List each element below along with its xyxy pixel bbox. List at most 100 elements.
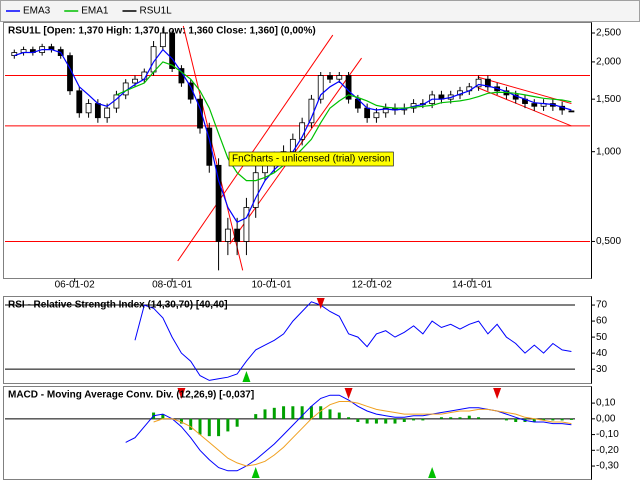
y-tick-label: 40	[596, 348, 608, 359]
candle-body	[215, 164, 222, 242]
candle-body	[336, 75, 343, 80]
series-line	[134, 301, 572, 381]
plot-area	[5, 301, 575, 381]
candle-body	[327, 75, 333, 80]
panel-title: RSI - Relative Strength Index (14,30,70)…	[8, 300, 228, 311]
histogram-bar	[300, 406, 304, 419]
histogram-bar	[412, 418, 416, 421]
y-tick-label: 0,00	[596, 413, 616, 424]
candle-body	[243, 207, 250, 242]
candle-body	[345, 75, 352, 100]
histogram-bar	[235, 418, 239, 427]
plot-area	[5, 394, 575, 472]
histogram-bar	[467, 415, 471, 419]
y-tick-label: -0,10	[596, 429, 619, 440]
trend-line	[177, 34, 334, 262]
histogram-bar	[272, 407, 276, 419]
histogram-bar	[189, 418, 193, 430]
histogram-bar	[449, 417, 453, 419]
sell-signal	[177, 388, 186, 399]
trend-line	[182, 25, 244, 271]
sell-signal	[344, 388, 353, 399]
histogram-bar	[458, 417, 462, 419]
candle-body	[159, 32, 166, 48]
legend-label: EMA1	[81, 6, 109, 17]
legend-label: EMA3	[23, 6, 51, 17]
legend-label: RSU1L	[139, 6, 172, 17]
x-tick-label: 06-01-02	[55, 280, 95, 291]
histogram-bar	[384, 418, 388, 424]
panel-title: RSU1L [Open: 1,370 High: 1,370 Low: 1,36…	[8, 26, 316, 37]
histogram-bar	[365, 418, 369, 424]
y-tick-label: 1,000	[596, 146, 621, 157]
histogram-bar	[254, 414, 258, 419]
candle-body	[252, 172, 259, 208]
series-line	[153, 401, 572, 467]
y-tick-label: 50	[596, 332, 608, 343]
histogram-bar	[356, 418, 360, 422]
candle-body	[11, 52, 18, 56]
histogram-bar	[439, 417, 443, 419]
y-tick-label: 2,500	[596, 28, 621, 39]
buy-signal	[251, 467, 260, 478]
y-tick-label: 2,000	[596, 57, 621, 68]
histogram-bar	[551, 418, 555, 421]
candle-body	[317, 75, 324, 100]
histogram-bar	[504, 418, 508, 421]
x-tick-label: 12-01-02	[352, 280, 392, 291]
candle-body	[132, 78, 138, 84]
candle-body	[197, 98, 203, 129]
histogram-bar	[161, 414, 165, 419]
candle-body	[206, 127, 213, 166]
histogram-bar	[328, 409, 332, 419]
sell-signal	[316, 298, 325, 309]
candle-body	[531, 103, 538, 107]
y-tick-label: -0,20	[596, 445, 619, 456]
watermark: FnCharts - unlicensed (trial) version	[232, 154, 390, 165]
histogram-bar	[319, 406, 323, 419]
y-tick-label: 30	[596, 364, 608, 375]
watermark-box	[228, 151, 394, 167]
histogram-bar	[337, 412, 341, 419]
histogram-bar	[560, 418, 564, 421]
histogram-bar	[291, 406, 295, 419]
histogram-bar	[374, 418, 378, 424]
x-tick-label: 14-01-01	[452, 280, 492, 291]
buy-signal	[242, 371, 251, 382]
candle-body	[94, 103, 101, 119]
panel-title: MACD - Moving Average Conv. Div. (12,26,…	[8, 390, 254, 401]
series-line	[116, 61, 572, 182]
histogram-bar	[421, 418, 425, 421]
histogram-bar	[226, 418, 230, 432]
y-tick-label: 1,500	[596, 94, 621, 105]
histogram-bar	[263, 409, 267, 419]
histogram-bar	[282, 406, 286, 419]
histogram-bar	[569, 418, 573, 420]
histogram-bar	[198, 418, 202, 435]
histogram-bar	[402, 418, 406, 422]
buy-signal	[428, 467, 437, 478]
candle-body	[373, 112, 380, 119]
candle-body	[76, 90, 83, 114]
x-tick-label: 10-01-01	[251, 280, 291, 291]
histogram-bar	[207, 418, 211, 437]
histogram-bar	[217, 418, 221, 437]
candle-body	[364, 107, 371, 119]
histogram-bar	[514, 418, 518, 422]
candle-body	[104, 107, 111, 119]
histogram-bar	[393, 418, 397, 424]
y-tick-label: 70	[596, 300, 608, 311]
histogram-bar	[477, 417, 481, 419]
candle-body	[568, 110, 575, 113]
x-tick-label: 08-01-01	[152, 280, 192, 291]
candle-body	[85, 103, 92, 114]
candle-body	[224, 228, 231, 242]
y-tick-label: 60	[596, 316, 608, 327]
plot-area	[5, 25, 590, 271]
panel-frame	[3, 22, 592, 279]
candle-body	[484, 78, 491, 88]
sell-signal	[493, 388, 502, 399]
y-tick-label: -0,30	[596, 461, 619, 472]
